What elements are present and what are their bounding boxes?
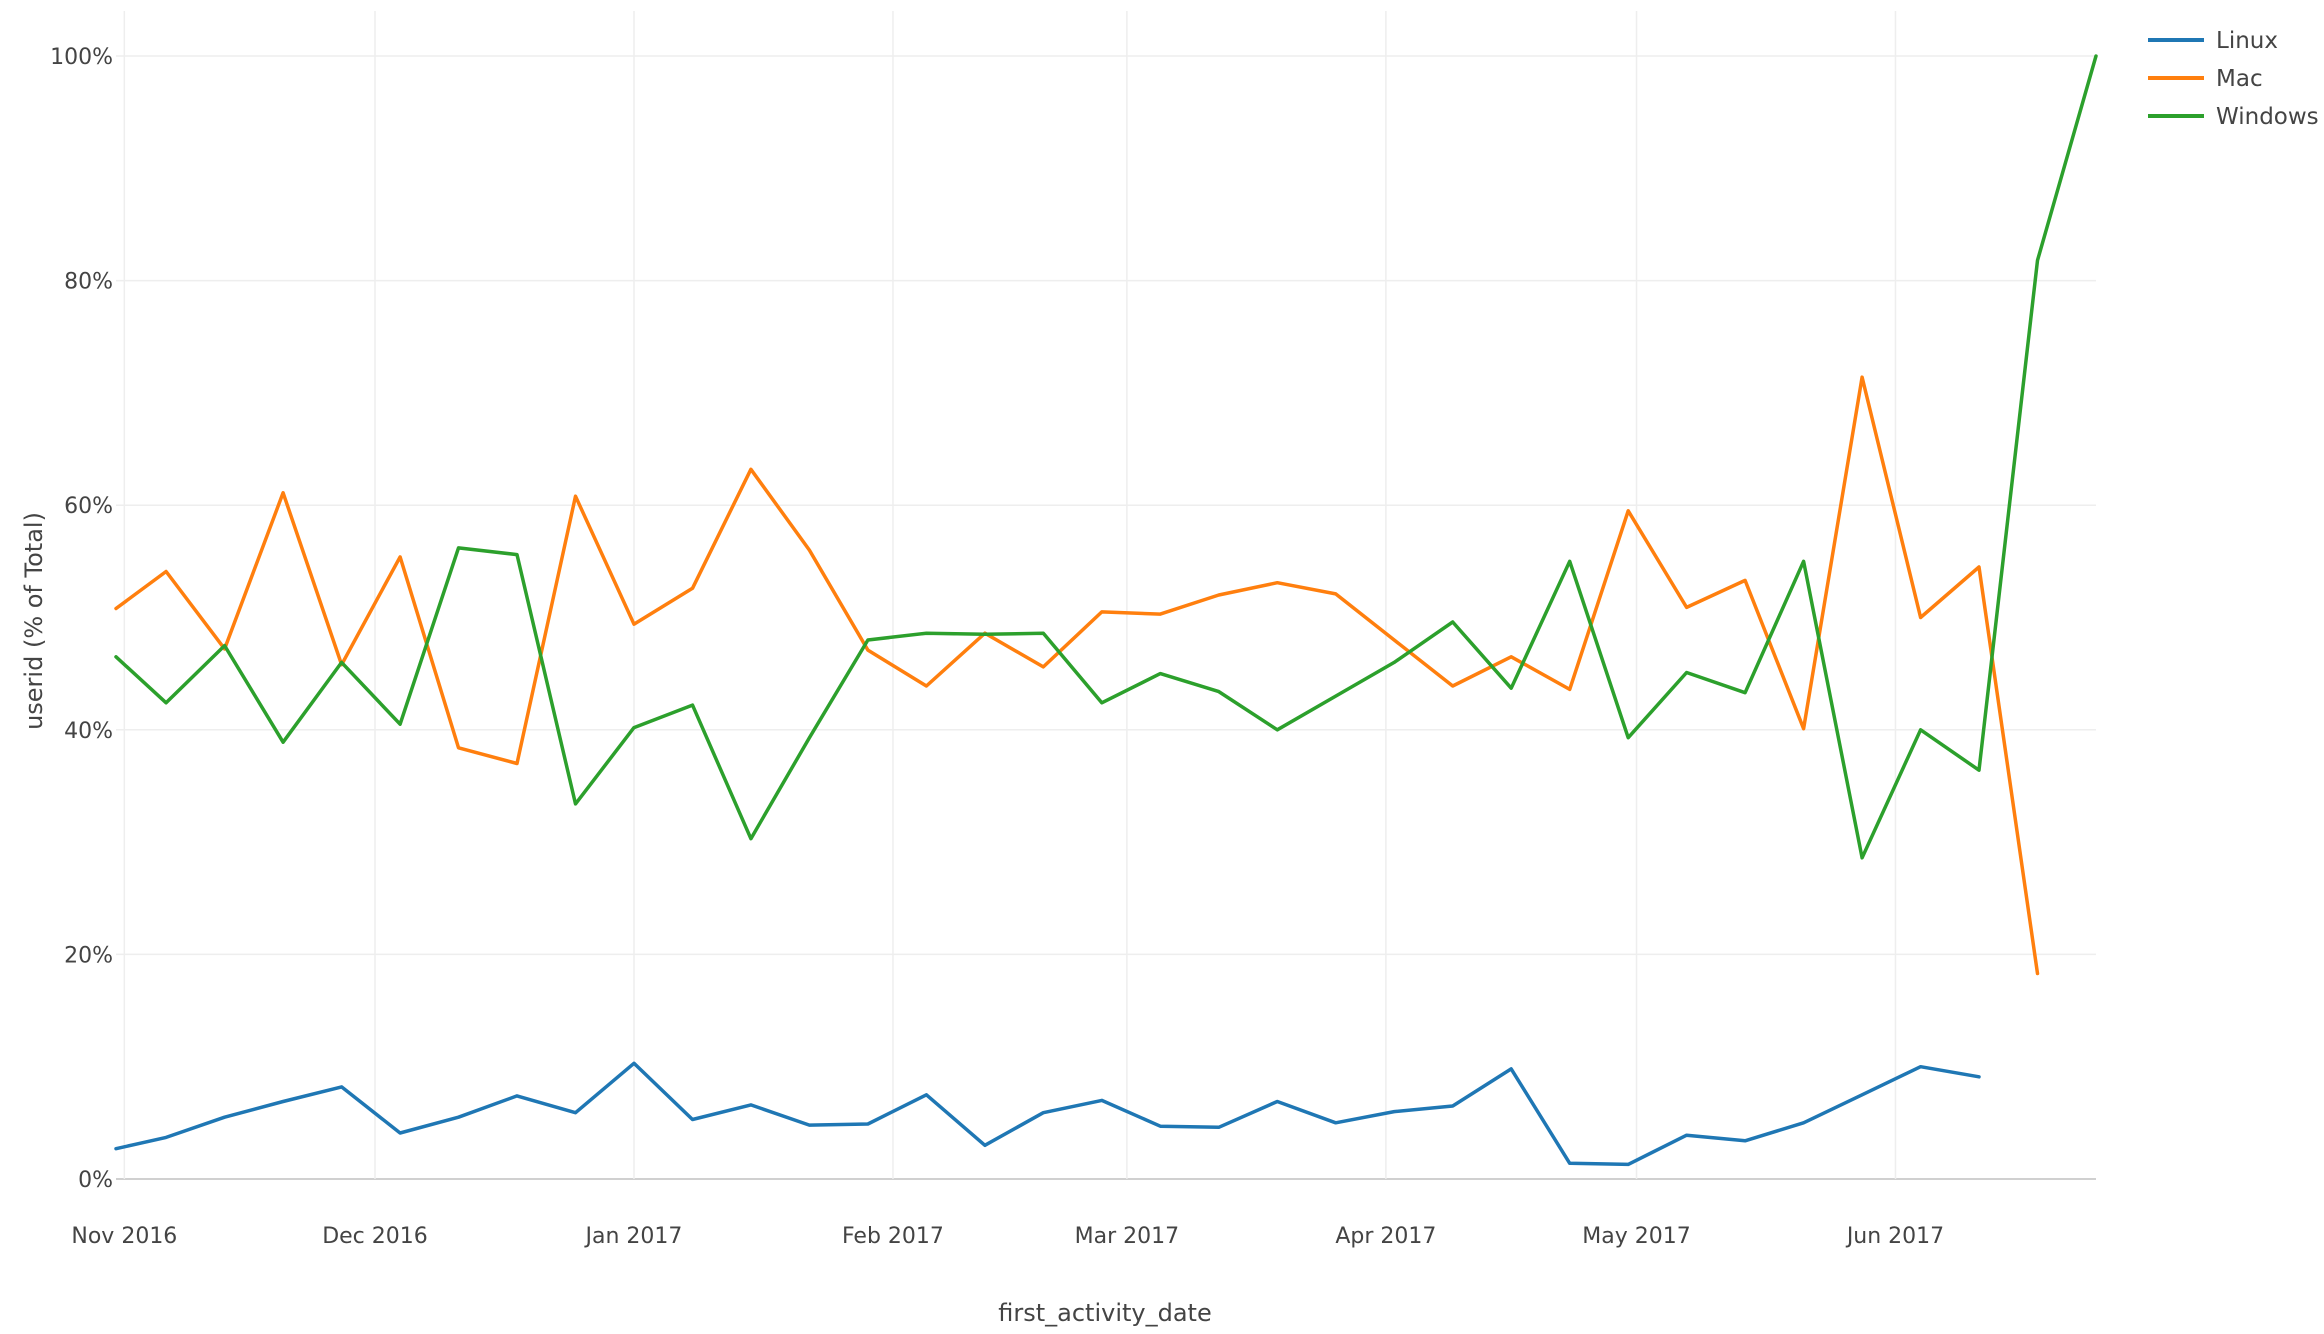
y-tick-label: 20% bbox=[64, 943, 113, 968]
series-line-linux[interactable] bbox=[114, 1061, 1981, 1167]
x-tick-label: Nov 2016 bbox=[71, 1224, 177, 1249]
series-line-windows[interactable] bbox=[114, 54, 2098, 860]
y-tick-label: 80% bbox=[64, 270, 113, 295]
x-tick-label: May 2017 bbox=[1582, 1224, 1690, 1249]
y-tick-label: 0% bbox=[78, 1168, 113, 1193]
legend-label-mac[interactable]: Mac bbox=[2216, 66, 2263, 92]
legend-label-linux[interactable]: Linux bbox=[2216, 28, 2278, 54]
x-tick-label: Dec 2016 bbox=[322, 1224, 428, 1249]
y-axis-title: userid (% of Total) bbox=[20, 512, 48, 730]
x-tick-label: Jun 2017 bbox=[1845, 1224, 1944, 1249]
y-tick-label: 40% bbox=[64, 719, 113, 744]
legend[interactable]: Linux Mac Windows bbox=[2148, 28, 2319, 130]
x-axis-ticks: Nov 2016 Dec 2016 Jan 2017 Feb 2017 Mar 2017… bbox=[71, 1224, 1944, 1249]
x-tick-label: Feb 2017 bbox=[842, 1224, 944, 1249]
y-axis-ticks: 0% 20% 40% 60% 80% 100% bbox=[50, 45, 113, 1193]
y-tick-label: 100% bbox=[50, 45, 113, 70]
x-tick-label: Apr 2017 bbox=[1335, 1224, 1436, 1249]
grid bbox=[116, 11, 2096, 1180]
series-line-mac[interactable] bbox=[114, 375, 2040, 976]
y-tick-label: 60% bbox=[64, 494, 113, 519]
x-axis-title: first_activity_date bbox=[998, 1299, 1211, 1327]
x-tick-label: Jan 2017 bbox=[584, 1224, 683, 1249]
legend-label-windows[interactable]: Windows bbox=[2216, 104, 2319, 130]
x-tick-label: Mar 2017 bbox=[1075, 1224, 1180, 1249]
series-lines bbox=[114, 54, 2098, 1167]
